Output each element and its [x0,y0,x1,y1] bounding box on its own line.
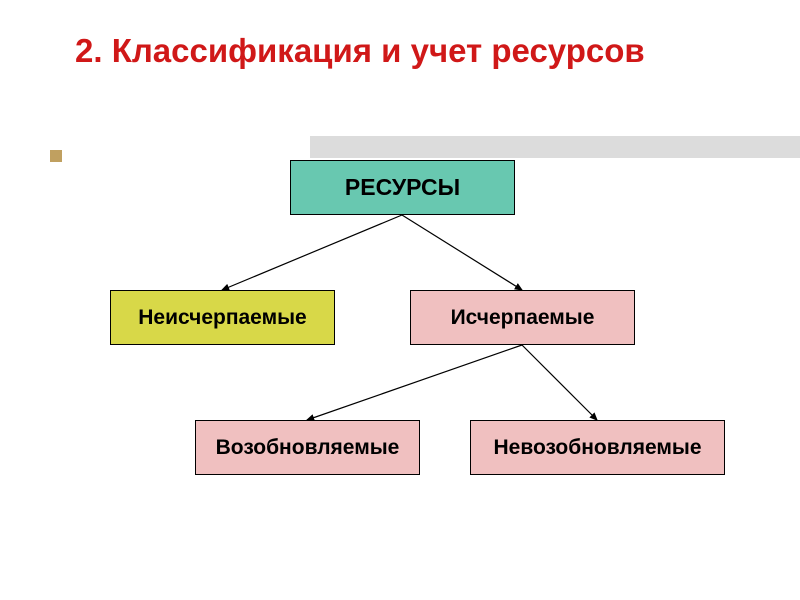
edge-root-inex [222,215,402,290]
tree-node-nonren: Невозобновляемые [470,420,725,475]
edge-root-ex [402,215,522,290]
tree-node-ex: Исчерпаемые [410,290,635,345]
tree-diagram: РЕСУРСЫ Неисчерпаемые Исчерпаемые Возобновл… [0,0,800,600]
tree-node-inex: Неисчерпаемые [110,290,335,345]
edge-ex-renew [307,345,522,420]
tree-node-root: РЕСУРСЫ [290,160,515,215]
tree-node-renew: Возобновляемые [195,420,420,475]
edge-ex-nonren [522,345,597,420]
